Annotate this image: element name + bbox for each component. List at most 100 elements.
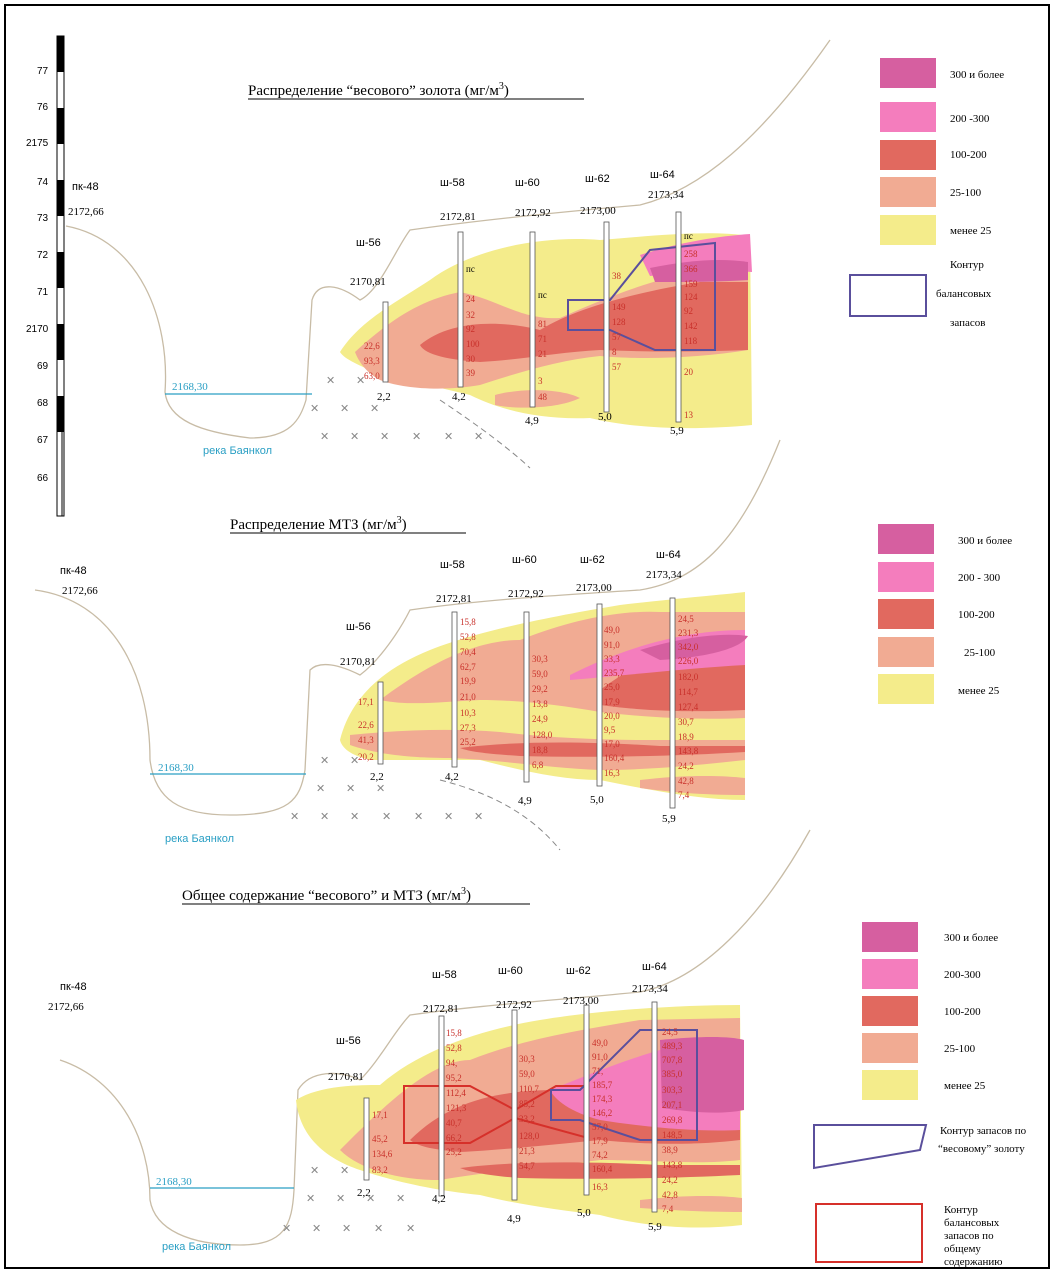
svg-text:✕: ✕ xyxy=(350,755,359,767)
legend-label: Контур запасов по xyxy=(940,1125,1027,1137)
sample-value: 22,6 xyxy=(364,341,380,351)
sample-value: 160,4 xyxy=(604,753,625,763)
sample-value: 33,2 xyxy=(519,1114,535,1124)
scale-label: 69 xyxy=(37,361,49,372)
shaft-name: ш-64 xyxy=(656,549,681,561)
shaft-name: ш-64 xyxy=(650,169,675,181)
sample-value: 19,9 xyxy=(460,676,476,686)
legend-label: балансовых xyxy=(936,288,992,300)
shaft-name: ш-64 xyxy=(642,961,667,973)
sample-value: 226,0 xyxy=(678,656,699,666)
sample-value: 52,8 xyxy=(460,632,476,642)
legend-label: 200 -300 xyxy=(950,113,990,125)
legend-label: 300 и более xyxy=(944,932,998,944)
sample-value: 29,2 xyxy=(532,684,548,694)
svg-text:✕: ✕ xyxy=(444,811,453,823)
shaft-depth: 5,0 xyxy=(598,411,612,423)
sample-value: 20,2 xyxy=(358,752,374,762)
sample-value: 21 xyxy=(538,349,547,359)
river-label: река Баянкол xyxy=(162,1241,231,1253)
sample-value: 59,0 xyxy=(519,1069,535,1079)
scale-label: 2175 xyxy=(26,138,49,149)
sample-value: 24,2 xyxy=(678,761,694,771)
sample-value: 121,3 xyxy=(446,1103,467,1113)
sample-value: 21,0 xyxy=(460,692,476,702)
sample-value: 20 xyxy=(684,367,694,377)
sample-value: 22,6 xyxy=(358,720,374,730)
sample-value: 18,9 xyxy=(678,732,694,742)
pk-elevation: 2172,66 xyxy=(68,206,104,218)
river-label: река Баянкол xyxy=(165,833,234,845)
sample-value: 185,7 xyxy=(592,1080,613,1090)
svg-text:✕: ✕ xyxy=(336,1193,345,1205)
legend-swatch xyxy=(880,102,936,132)
shaft-name: ш-62 xyxy=(580,554,605,566)
pk-label: пк-48 xyxy=(60,981,87,993)
svg-text:✕: ✕ xyxy=(290,811,299,823)
legend-swatch xyxy=(862,959,918,989)
sample-value: 24 xyxy=(466,294,476,304)
sample-value: 30,3 xyxy=(519,1054,535,1064)
shaft-name: ш-60 xyxy=(515,177,540,189)
shaft-name: ш-62 xyxy=(566,965,591,977)
section-panel-1: Распределение “весового” золота (мг/м3) … xyxy=(65,39,1004,469)
scale-label: 67 xyxy=(37,435,49,446)
legend-label: менее 25 xyxy=(958,685,1000,697)
scale-label: 71 xyxy=(37,287,49,298)
svg-text:✕: ✕ xyxy=(474,811,483,823)
svg-text:✕: ✕ xyxy=(320,431,329,443)
river-label: река Баянкол xyxy=(203,445,272,457)
sample-value: 385,0 xyxy=(662,1069,683,1079)
scale-label: 77 xyxy=(37,66,49,77)
shaft-elevation: 2172,81 xyxy=(440,211,476,223)
shaft-depth: 2,2 xyxy=(377,391,391,403)
shaft-elevation: 2170,81 xyxy=(328,1071,364,1083)
legend-swatch xyxy=(878,674,934,704)
sample-value: 16,3 xyxy=(604,768,620,778)
svg-text:✕: ✕ xyxy=(382,811,391,823)
legend-label: запасов по xyxy=(944,1230,994,1242)
sample-value: 32 xyxy=(466,310,475,320)
legend-label: балансовых xyxy=(944,1217,1000,1229)
scale-label: 76 xyxy=(37,102,49,113)
sample-value: 148,5 xyxy=(662,1130,683,1140)
sample-value: 94, xyxy=(446,1058,457,1068)
shaft-depth: 5,0 xyxy=(577,1207,591,1219)
shaft-elevation: 2173,34 xyxy=(632,983,668,995)
sample-value: 71, xyxy=(592,1066,603,1076)
legend-label: 200 - 300 xyxy=(958,572,1001,584)
shaft-elevation: 2173,34 xyxy=(646,569,682,581)
sample-value: 15,8 xyxy=(446,1028,462,1038)
scale-label: 74 xyxy=(37,177,49,188)
sample-value: 342,0 xyxy=(678,642,699,652)
sample-value: 231,3 xyxy=(678,628,699,638)
sample-value: 366 xyxy=(684,264,698,274)
sample-value: 142 xyxy=(684,321,698,331)
sample-value: 57,0 xyxy=(592,1122,608,1132)
legend-swatch xyxy=(878,562,934,592)
shaft-elevation: 2172,92 xyxy=(508,588,544,600)
svg-text:✕: ✕ xyxy=(370,403,379,415)
sample-value: 21,3 xyxy=(519,1146,535,1156)
legend: 300 и более 200 -300 100-200 25-100 мене… xyxy=(849,58,1004,329)
svg-text:✕: ✕ xyxy=(374,1223,383,1235)
sample-value: 85,2 xyxy=(519,1099,535,1109)
zone-25-100 xyxy=(640,1195,742,1212)
sample-value: 57 xyxy=(612,362,622,372)
legend-contour-swatch-total xyxy=(815,1203,923,1263)
sample-value: 30,3 xyxy=(532,654,548,664)
shaft-depth: 4,9 xyxy=(518,795,532,807)
svg-text:✕: ✕ xyxy=(342,1223,351,1235)
sample-value: 269,8 xyxy=(662,1115,683,1125)
panel-title: Распределение “весового” золота (мг/м3) xyxy=(248,81,509,99)
legend-swatch xyxy=(878,637,934,667)
svg-text:✕: ✕ xyxy=(376,783,385,795)
sample-value: 160,4 xyxy=(592,1164,613,1174)
sample-value: 13 xyxy=(684,410,694,420)
sample-value: 159 xyxy=(684,279,698,289)
shaft-name: ш-62 xyxy=(585,173,610,185)
sample-value: 24,2 xyxy=(662,1175,678,1185)
sample-value: 49,0 xyxy=(604,625,620,635)
sample-value: 49,0 xyxy=(592,1038,608,1048)
